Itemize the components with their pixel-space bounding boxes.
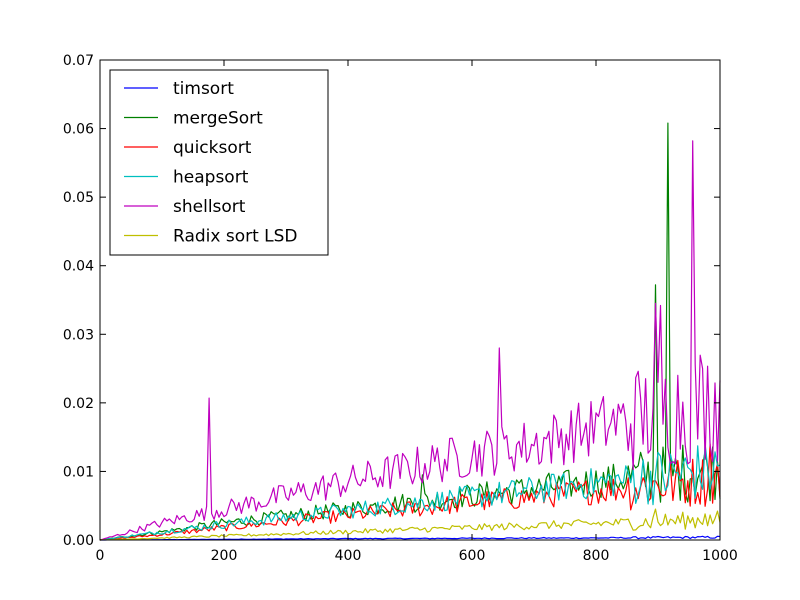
legend-label: shellsort xyxy=(173,197,246,217)
legend-label: heapsort xyxy=(173,168,249,188)
series-line-quicksort xyxy=(99,443,721,541)
y-tick-label: 0.06 xyxy=(63,122,94,138)
y-tick-label: 0.05 xyxy=(63,190,94,206)
series-line-radix-sort-lsd xyxy=(99,508,721,541)
x-tick-label: 200 xyxy=(211,548,238,564)
legend-box xyxy=(109,69,329,256)
y-tick-label: 0.07 xyxy=(63,53,94,69)
legend-label: timsort xyxy=(173,79,234,99)
series-layer xyxy=(99,122,721,541)
series-line-mergesort xyxy=(99,122,721,541)
y-tick-label: 0.03 xyxy=(63,327,94,343)
legend-label: Radix sort LSD xyxy=(173,227,298,247)
y-tick-label: 0.00 xyxy=(63,533,94,549)
x-tick-label: 0 xyxy=(96,548,105,564)
series-line-heapsort xyxy=(99,442,721,541)
x-tick-label: 1000 xyxy=(702,548,738,564)
series-line-shellsort xyxy=(99,140,721,541)
y-tick-label: 0.04 xyxy=(63,259,94,275)
x-tick-label: 400 xyxy=(335,548,362,564)
legend: timsort mergeSort quicksort heapsort shellso… xyxy=(109,69,329,256)
legend-label: mergeSort xyxy=(173,109,263,129)
tick-layer: 0 200 400 600 800 1000 0.00 0.01 0.02 0.03 0.04 0.0… xyxy=(63,53,738,564)
legend-label: quicksort xyxy=(173,138,252,158)
x-tick-label: 600 xyxy=(459,548,486,564)
x-tick-label: 800 xyxy=(583,548,610,564)
y-tick-label: 0.01 xyxy=(63,464,94,480)
series-line-timsort xyxy=(100,535,721,541)
plot-frame xyxy=(99,59,721,541)
y-tick-label: 0.02 xyxy=(63,396,94,412)
